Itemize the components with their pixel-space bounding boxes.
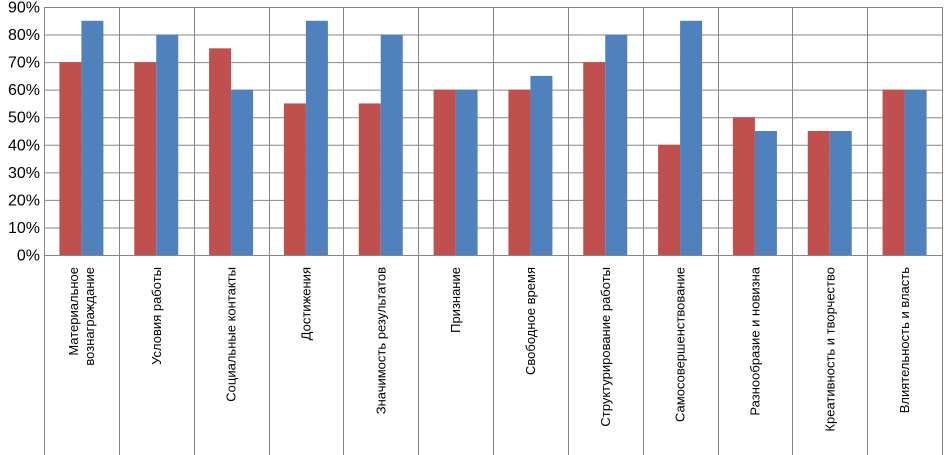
- x-category-label-0-line-1: вознаграждание: [82, 267, 97, 366]
- x-category-label-3: Достижения: [298, 267, 313, 340]
- y-tick-label-60: 60%: [8, 82, 40, 99]
- y-tick-label-90: 90%: [8, 0, 40, 17]
- bar-series-1-cat-5: [433, 89, 456, 256]
- x-category-label-2: Социальные контакты: [224, 267, 239, 402]
- bar-series-2-cat-4: [380, 34, 403, 255]
- bar-series-1-cat-2: [209, 48, 232, 256]
- y-tick-labels: 0% 10% 20% 30% 40% 50% 60% 70% 80% 90%: [8, 0, 40, 265]
- bar-series-2-cat-10: [829, 131, 852, 255]
- bar-series-1-cat-11: [882, 89, 905, 256]
- bar-series-1-cat-0: [59, 62, 82, 255]
- y-tick-label-70: 70%: [8, 55, 40, 72]
- bar-series-2-cat-1: [156, 34, 179, 255]
- bar-series-2-cat-2: [231, 89, 254, 256]
- x-category-label-0-line-0: Материальное: [66, 267, 81, 356]
- x-category-label-11: Влиятельность и власть: [897, 267, 912, 414]
- x-category-label-9: Разнообразие и новизна: [747, 266, 762, 415]
- bar-series-2-cat-6: [530, 75, 553, 255]
- x-category-label-8: Самосовершенствование: [673, 267, 688, 422]
- bar-series-2-cat-8: [680, 20, 703, 256]
- bar-series-1-cat-3: [283, 103, 306, 255]
- y-tick-label-0: 0%: [17, 248, 40, 265]
- x-category-label-1: Условия работы: [149, 267, 164, 365]
- y-tick-label-80: 80%: [8, 27, 40, 44]
- bar-series-1-cat-1: [134, 62, 157, 255]
- bar-series-1-cat-6: [508, 89, 531, 256]
- x-category-label-7: Структурирование работы: [598, 267, 613, 427]
- y-tick-label-20: 20%: [8, 192, 40, 209]
- bar-series-1-cat-7: [583, 62, 606, 255]
- x-category-label-6: Свободное время: [523, 267, 538, 375]
- bar-series-2-cat-0: [81, 20, 104, 256]
- y-tick-label-40: 40%: [8, 137, 40, 154]
- bar-series-1-cat-9: [732, 117, 755, 255]
- y-tick-label-10: 10%: [8, 220, 40, 237]
- bar-series-2-cat-7: [605, 34, 628, 255]
- x-category-labels: Материальное вознаграждание Условия работы…: [66, 266, 912, 431]
- bar-layer: [59, 20, 927, 256]
- grid-layer: [44, 7, 943, 455]
- bar-series-2-cat-11: [904, 89, 927, 256]
- bar-series-1-cat-8: [658, 144, 681, 255]
- y-tick-label-50: 50%: [8, 110, 40, 127]
- x-category-label-10: Креативность и творчество: [822, 267, 837, 432]
- bar-series-2-cat-5: [455, 89, 478, 256]
- bar-series-2-cat-9: [754, 131, 777, 255]
- axis-layer: [44, 7, 942, 256]
- x-category-label-5: Признание: [448, 267, 463, 333]
- bar-series-1-cat-4: [358, 103, 381, 255]
- x-category-label-4: Значимость результатов: [373, 267, 388, 414]
- y-tick-label-30: 30%: [8, 165, 40, 182]
- bar-series-2-cat-3: [305, 20, 328, 256]
- bar-series-1-cat-10: [807, 131, 830, 255]
